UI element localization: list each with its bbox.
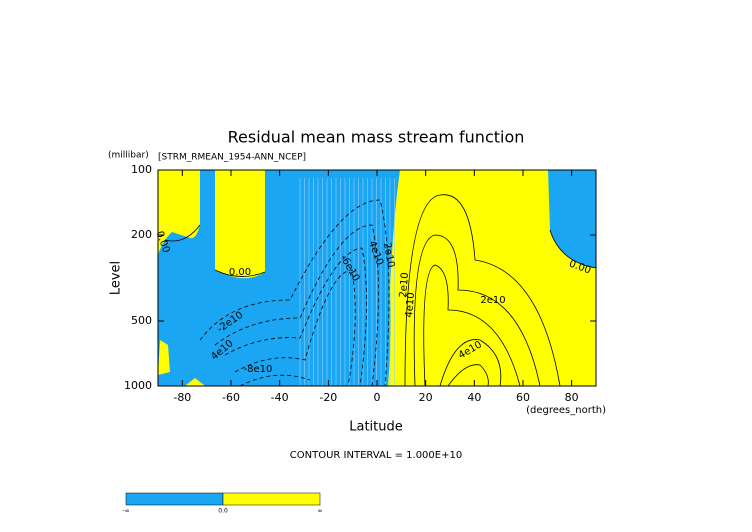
chart-subtitle: [STRM_RMEAN_1954-ANN_NCEP] [158,153,306,163]
y-units: (millibar) [108,151,149,161]
y-tick-label: 100 [131,163,152,176]
x-tick-label: 20 [419,391,433,404]
x-tick-label: -60 [222,391,240,404]
colorbar-swatch [222,492,321,506]
contour-negative [214,224,379,387]
contour-label: 2e10 [381,242,396,269]
y-axis-label: Level [109,261,124,295]
contour-negative [239,374,311,387]
colorbar-label: 0.0 [218,508,228,515]
y-tick-label: 200 [131,228,152,241]
colorbar-label: ∞ [318,508,323,515]
chart-title: Residual mean mass stream function [228,128,525,147]
contour-negative [234,269,356,387]
y-tick-label: 1000 [124,379,152,392]
x-tick-label: -40 [271,391,289,404]
x-tick-label: -20 [319,391,337,404]
x-tick-label: 80 [565,391,579,404]
contour-positive [439,339,502,387]
positive-region [215,170,265,279]
contour-negative [224,247,367,387]
contour-negative [199,199,390,387]
contour-zero [164,224,597,277]
positive-region [158,340,170,375]
y-tick-label: 500 [131,314,152,327]
x-units: (degrees_north) [526,405,606,416]
contour-label: 2e10 [398,272,411,298]
contour-positive [447,364,489,387]
contour-positive [423,264,521,387]
contour-positive [413,234,541,387]
contour-label: 2e10 [480,295,505,306]
x-tick-label: -80 [173,391,191,404]
positive-region [185,378,205,386]
colorbar-label: -∞ [122,508,129,515]
positive-region [388,170,596,386]
contour-positive [404,194,561,387]
contour-label: 0.00 [229,267,251,278]
contour-label: -8e10 [244,364,273,375]
x-tick-label: 0 [374,391,381,404]
positive-region [158,170,200,255]
x-tick-label: 60 [516,391,530,404]
contour-interval: CONTOUR INTERVAL = 1.000E+10 [290,450,462,461]
x-tick-label: 40 [467,391,481,404]
contour-label: 4e10 [404,292,417,318]
x-axis-label: Latitude [349,420,403,435]
colorbar-swatch [125,492,224,506]
